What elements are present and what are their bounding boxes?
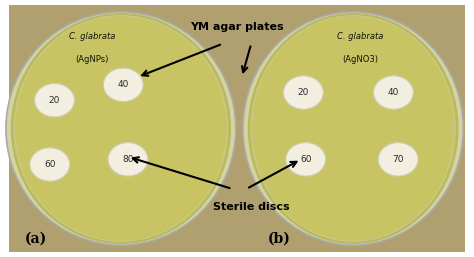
Text: C. glabrata: C. glabrata (69, 32, 116, 41)
Text: (a): (a) (25, 232, 46, 246)
Ellipse shape (374, 76, 413, 109)
Ellipse shape (283, 76, 323, 109)
Text: 60: 60 (300, 155, 311, 164)
Text: 40: 40 (118, 80, 129, 89)
Text: (b): (b) (268, 232, 291, 246)
Text: 20: 20 (298, 88, 309, 97)
Ellipse shape (108, 143, 148, 176)
Text: YM agar plates: YM agar plates (190, 22, 284, 32)
Text: 20: 20 (49, 96, 60, 105)
Text: 70: 70 (392, 155, 404, 164)
Ellipse shape (30, 148, 70, 181)
Ellipse shape (243, 12, 464, 245)
Ellipse shape (12, 14, 230, 243)
Text: (AgNPs): (AgNPs) (76, 55, 109, 64)
Text: 60: 60 (44, 160, 55, 169)
Text: 40: 40 (388, 88, 399, 97)
Ellipse shape (35, 84, 74, 117)
Text: (AgNO3): (AgNO3) (342, 55, 378, 64)
Ellipse shape (103, 68, 143, 102)
Text: C. glabrata: C. glabrata (337, 32, 383, 41)
Ellipse shape (6, 12, 236, 245)
Text: Sterile discs: Sterile discs (213, 202, 290, 212)
Ellipse shape (378, 143, 418, 176)
Text: 80: 80 (122, 155, 134, 164)
Ellipse shape (286, 143, 326, 176)
Ellipse shape (249, 14, 457, 243)
